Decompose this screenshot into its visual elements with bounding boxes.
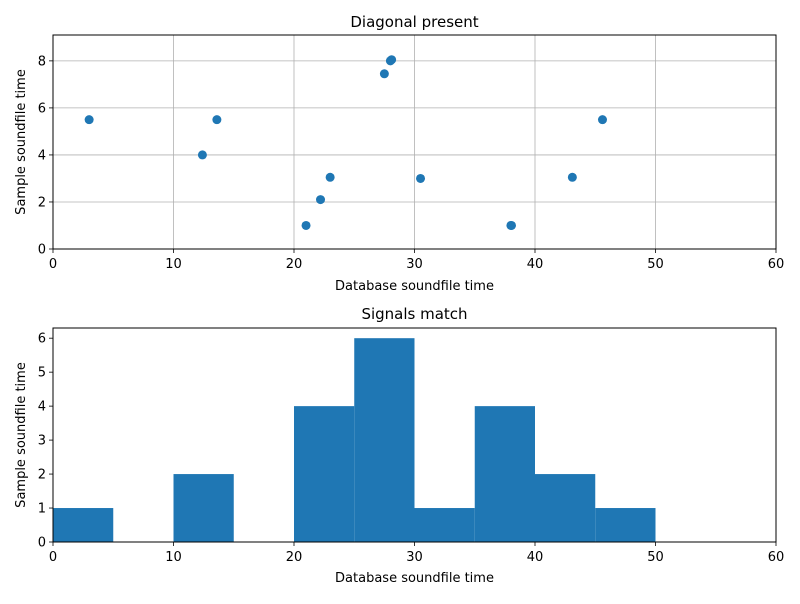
x-tick-label: 10 [165, 257, 182, 272]
scatter-point [416, 173, 426, 183]
y-tick-label: 2 [38, 195, 46, 210]
scatter-points [84, 55, 607, 230]
x-axis-label: Database soundfile time [335, 571, 494, 586]
y-tick-label: 5 [38, 366, 46, 381]
scatter-point [387, 55, 397, 65]
y-tick-label: 0 [38, 536, 46, 551]
histogram-chart: Signals match 0 10 20 30 40 50 60 0 1 2 3 4 5 6 Data… [14, 305, 784, 586]
histogram-bar [414, 508, 475, 542]
histogram-bars [53, 338, 656, 542]
scatter-point [379, 69, 389, 79]
x-tick-label: 50 [647, 257, 664, 272]
y-axis-ticks: 0 2 4 6 8 [38, 54, 53, 258]
y-axis-ticks: 0 1 2 3 4 5 6 [38, 332, 53, 551]
chart-title: Signals match [361, 305, 467, 323]
scatter-point [597, 115, 607, 125]
histogram-bar [53, 508, 114, 542]
histogram-bar [474, 406, 535, 542]
histogram-bar [595, 508, 656, 542]
y-tick-label: 6 [38, 101, 46, 116]
scatter-point [325, 172, 335, 182]
chart-title: Diagonal present [350, 13, 478, 31]
histogram-bar [294, 406, 355, 542]
scatter-chart: Diagonal present 0 10 20 30 40 50 60 0 2 4 6 8 Dat… [14, 13, 784, 294]
x-tick-label: 10 [165, 550, 182, 565]
histogram-bar [535, 474, 596, 542]
x-tick-label: 20 [286, 550, 303, 565]
y-axis-label: Sample soundfile time [14, 69, 29, 215]
x-axis-label: Database soundfile time [335, 279, 494, 294]
x-tick-label: 40 [527, 550, 544, 565]
y-tick-label: 4 [38, 400, 46, 415]
scatter-point [197, 150, 207, 160]
x-tick-label: 60 [768, 257, 785, 272]
x-tick-label: 0 [49, 257, 57, 272]
scatter-point [84, 115, 94, 125]
y-tick-label: 6 [38, 332, 46, 347]
x-tick-label: 30 [406, 550, 423, 565]
histogram-bar [173, 474, 234, 542]
x-tick-label: 50 [647, 550, 664, 565]
scatter-point [316, 195, 326, 205]
x-axis-ticks: 0 10 20 30 40 50 60 [49, 249, 784, 272]
x-axis-ticks: 0 10 20 30 40 50 60 [49, 542, 784, 565]
histogram-bar [354, 338, 415, 542]
y-tick-label: 4 [38, 148, 46, 163]
scatter-point [212, 115, 222, 125]
y-tick-label: 3 [38, 434, 46, 449]
x-tick-label: 0 [49, 550, 57, 565]
x-tick-label: 20 [286, 257, 303, 272]
scatter-point [567, 172, 577, 182]
x-tick-label: 60 [768, 550, 785, 565]
y-tick-label: 0 [38, 243, 46, 258]
y-tick-label: 1 [38, 502, 46, 517]
y-axis-label: Sample soundfile time [14, 362, 29, 508]
scatter-point [301, 220, 311, 230]
y-tick-label: 2 [38, 468, 46, 483]
y-tick-label: 8 [38, 54, 46, 69]
x-tick-label: 30 [406, 257, 423, 272]
scatter-point [507, 220, 517, 230]
x-tick-label: 40 [527, 257, 544, 272]
